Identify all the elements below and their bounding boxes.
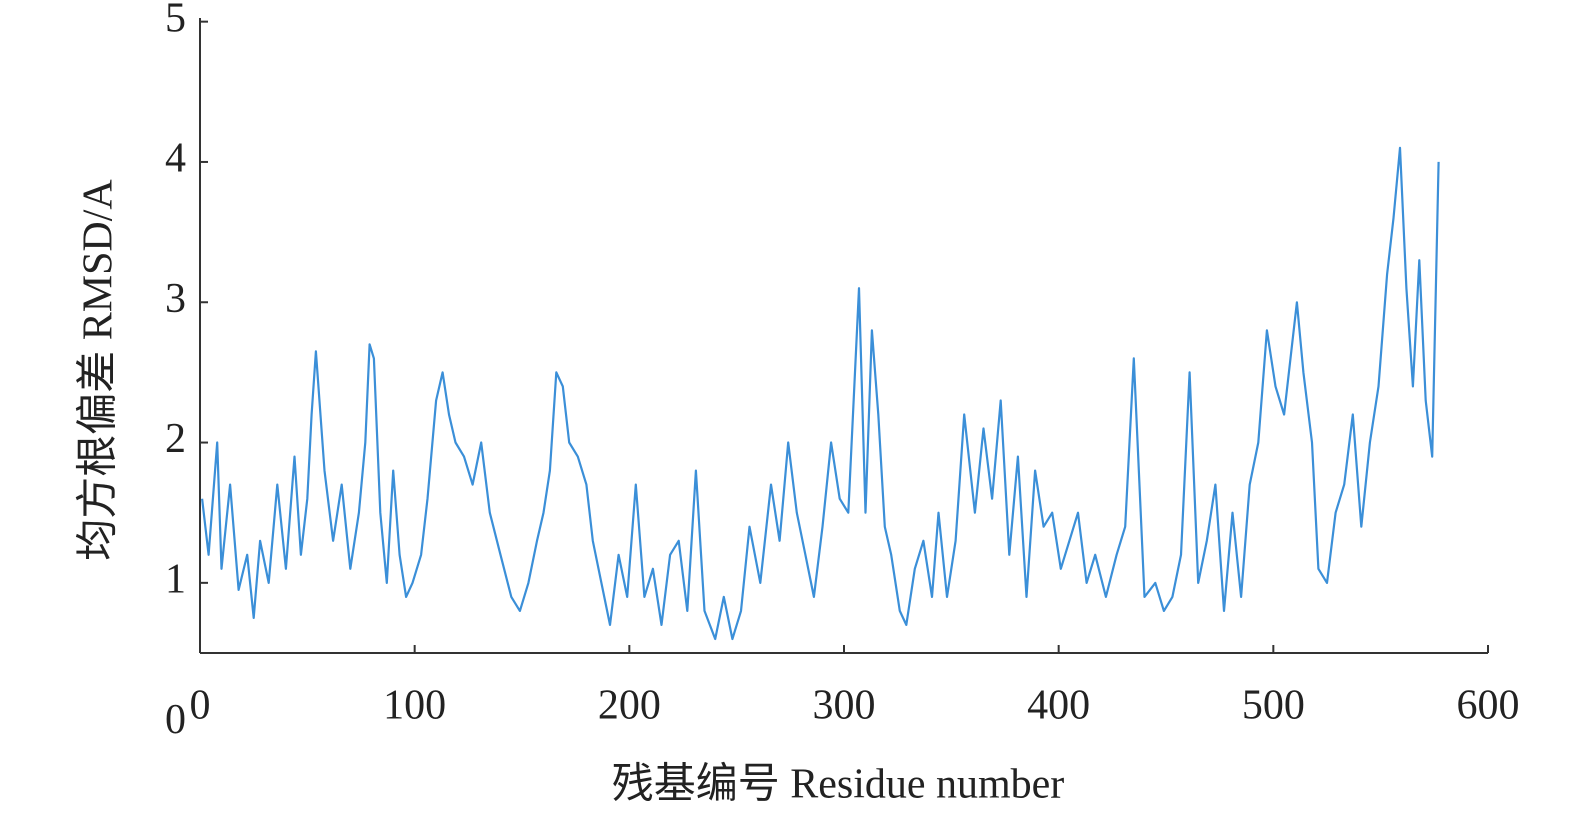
y-tick-label: 0 (165, 697, 186, 743)
x-tick-label: 500 (1242, 683, 1305, 729)
y-tick-label: 3 (165, 276, 186, 322)
y-axis-label: 均方根偏差 RMSD/A (76, 179, 122, 561)
y-tick-label: 1 (165, 556, 186, 602)
y-tick-label: 2 (165, 416, 186, 462)
x-tick-label: 600 (1457, 683, 1520, 729)
x-tick-label: 200 (598, 683, 661, 729)
x-tick-label: 400 (1027, 683, 1090, 729)
y-tick-label: 4 (165, 136, 186, 182)
x-tick-label: 0 (190, 683, 211, 729)
y-tick-label: 5 (165, 0, 186, 41)
data-line (201, 146, 1440, 641)
x-tick-label: 300 (813, 683, 876, 729)
x-axis-label: 残基编号 Residue number (612, 762, 1065, 808)
x-tick-label: 100 (383, 683, 446, 729)
